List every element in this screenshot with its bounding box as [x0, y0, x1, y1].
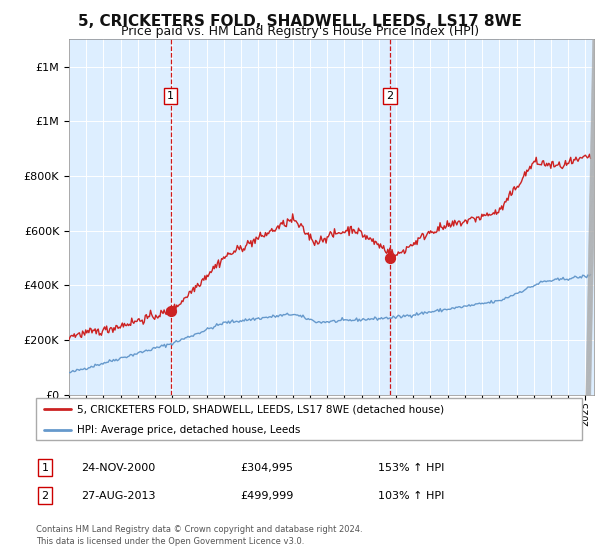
Text: 5, CRICKETERS FOLD, SHADWELL, LEEDS, LS17 8WE (detached house): 5, CRICKETERS FOLD, SHADWELL, LEEDS, LS1… — [77, 404, 444, 414]
Text: 27-AUG-2013: 27-AUG-2013 — [81, 491, 155, 501]
Point — [385, 254, 395, 263]
Text: 5, CRICKETERS FOLD, SHADWELL, LEEDS, LS17 8WE: 5, CRICKETERS FOLD, SHADWELL, LEEDS, LS1… — [78, 14, 522, 29]
Text: 2: 2 — [386, 91, 394, 101]
Text: 1: 1 — [167, 91, 174, 101]
Text: 2: 2 — [41, 491, 49, 501]
Text: 24-NOV-2000: 24-NOV-2000 — [81, 463, 155, 473]
Text: Price paid vs. HM Land Registry's House Price Index (HPI): Price paid vs. HM Land Registry's House … — [121, 25, 479, 38]
Text: Contains HM Land Registry data © Crown copyright and database right 2024.
This d: Contains HM Land Registry data © Crown c… — [36, 525, 362, 546]
Bar — [587, 39, 594, 395]
Point — [166, 307, 175, 316]
Text: £499,999: £499,999 — [240, 491, 293, 501]
Text: 103% ↑ HPI: 103% ↑ HPI — [378, 491, 445, 501]
FancyBboxPatch shape — [36, 398, 582, 440]
Text: 153% ↑ HPI: 153% ↑ HPI — [378, 463, 445, 473]
Text: 1: 1 — [41, 463, 49, 473]
Text: £304,995: £304,995 — [240, 463, 293, 473]
Text: HPI: Average price, detached house, Leeds: HPI: Average price, detached house, Leed… — [77, 426, 301, 435]
